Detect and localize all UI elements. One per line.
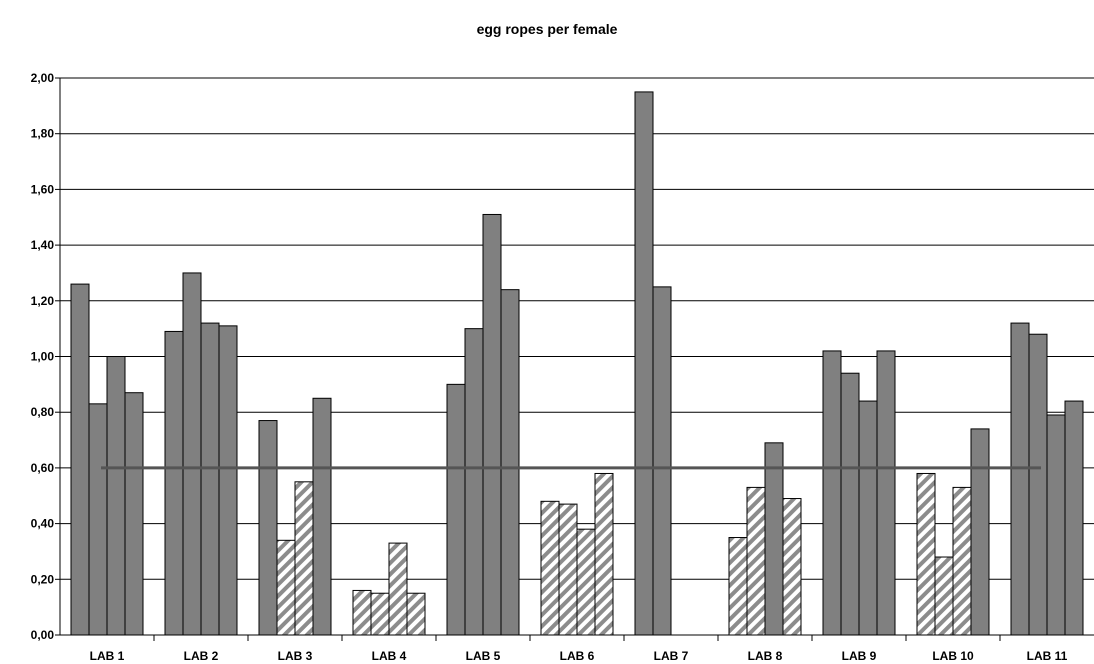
bar-solid <box>124 392 144 636</box>
bar-solid <box>258 420 278 636</box>
x-category-label: LAB 3 <box>278 649 313 663</box>
bar-hatched <box>746 486 766 636</box>
bar-solid <box>182 272 202 636</box>
bar-solid <box>1028 333 1048 636</box>
bar-solid <box>1046 414 1066 636</box>
y-tick-label: 2,00 <box>31 71 55 85</box>
x-category-label: LAB 10 <box>932 649 974 663</box>
chart-title: egg ropes per female <box>477 21 618 37</box>
bar-hatched <box>728 537 748 636</box>
bar-solid <box>840 372 860 636</box>
bar-hatched <box>388 542 408 636</box>
bar-solid <box>500 289 520 636</box>
x-category-label: LAB 11 <box>1027 649 1068 663</box>
bar-solid <box>106 356 126 636</box>
bar-hatched <box>406 592 426 636</box>
y-tick-label: 1,80 <box>31 127 55 141</box>
bar-solid <box>970 428 990 636</box>
bar-hatched <box>370 592 390 636</box>
bar-hatched <box>576 528 596 636</box>
x-category-label: LAB 9 <box>842 649 877 663</box>
y-tick-label: 0,60 <box>31 461 55 475</box>
bar-solid <box>652 286 672 636</box>
x-axis-category-labels: LAB 1 LAB 2 LAB 3 LAB 4 LAB 5 LAB 6 LAB 7 LAB 8… <box>90 635 1068 663</box>
bar-hatched <box>276 539 296 636</box>
bar-hatched <box>916 472 936 636</box>
axes <box>59 78 1094 636</box>
y-tick-label: 0,20 <box>31 572 55 586</box>
x-category-label: LAB 6 <box>560 649 595 663</box>
x-category-label: LAB 5 <box>466 649 501 663</box>
bars <box>70 91 1084 636</box>
bar-hatched <box>782 498 802 636</box>
bar-solid <box>312 397 332 636</box>
bar-solid <box>164 330 184 636</box>
bar-hatched <box>294 481 314 636</box>
y-tick-label: 0,40 <box>31 517 55 531</box>
bar-hatched <box>558 503 578 636</box>
y-tick-label: 1,20 <box>31 294 55 308</box>
y-axis-tick-labels: 0,00 0,20 0,40 0,60 0,80 1,00 1,20 1,40 1,60 1,80… <box>31 71 55 642</box>
x-category-label: LAB 8 <box>748 649 783 663</box>
bar-solid <box>482 213 502 636</box>
y-tick-label: 0,80 <box>31 405 55 419</box>
bar-solid <box>446 383 466 636</box>
bar-hatched <box>594 472 614 636</box>
x-category-label: LAB 2 <box>184 649 219 663</box>
x-category-label: LAB 4 <box>372 649 407 663</box>
bar-solid <box>876 350 896 636</box>
y-tick-label: 1,40 <box>31 238 55 252</box>
bar-solid <box>822 350 842 636</box>
bar-solid <box>764 442 784 636</box>
x-category-label: LAB 7 <box>654 649 689 663</box>
bar-solid <box>634 91 654 636</box>
bar-hatched <box>952 486 972 636</box>
bar-solid <box>1064 400 1084 636</box>
y-tick-label: 1,00 <box>31 350 55 364</box>
bar-solid <box>464 328 484 636</box>
bar-solid <box>200 322 220 636</box>
y-tick-label: 1,60 <box>31 182 55 196</box>
bar-hatched <box>934 556 954 636</box>
y-tick-label: 0,00 <box>31 628 55 642</box>
bar-solid <box>88 403 108 636</box>
bar-solid <box>1010 322 1030 636</box>
bar-hatched <box>352 589 372 636</box>
bar-solid <box>218 325 238 636</box>
x-category-label: LAB 1 <box>90 649 125 663</box>
bar-hatched <box>540 500 560 636</box>
bar-solid <box>70 283 90 636</box>
bar-solid <box>858 400 878 636</box>
